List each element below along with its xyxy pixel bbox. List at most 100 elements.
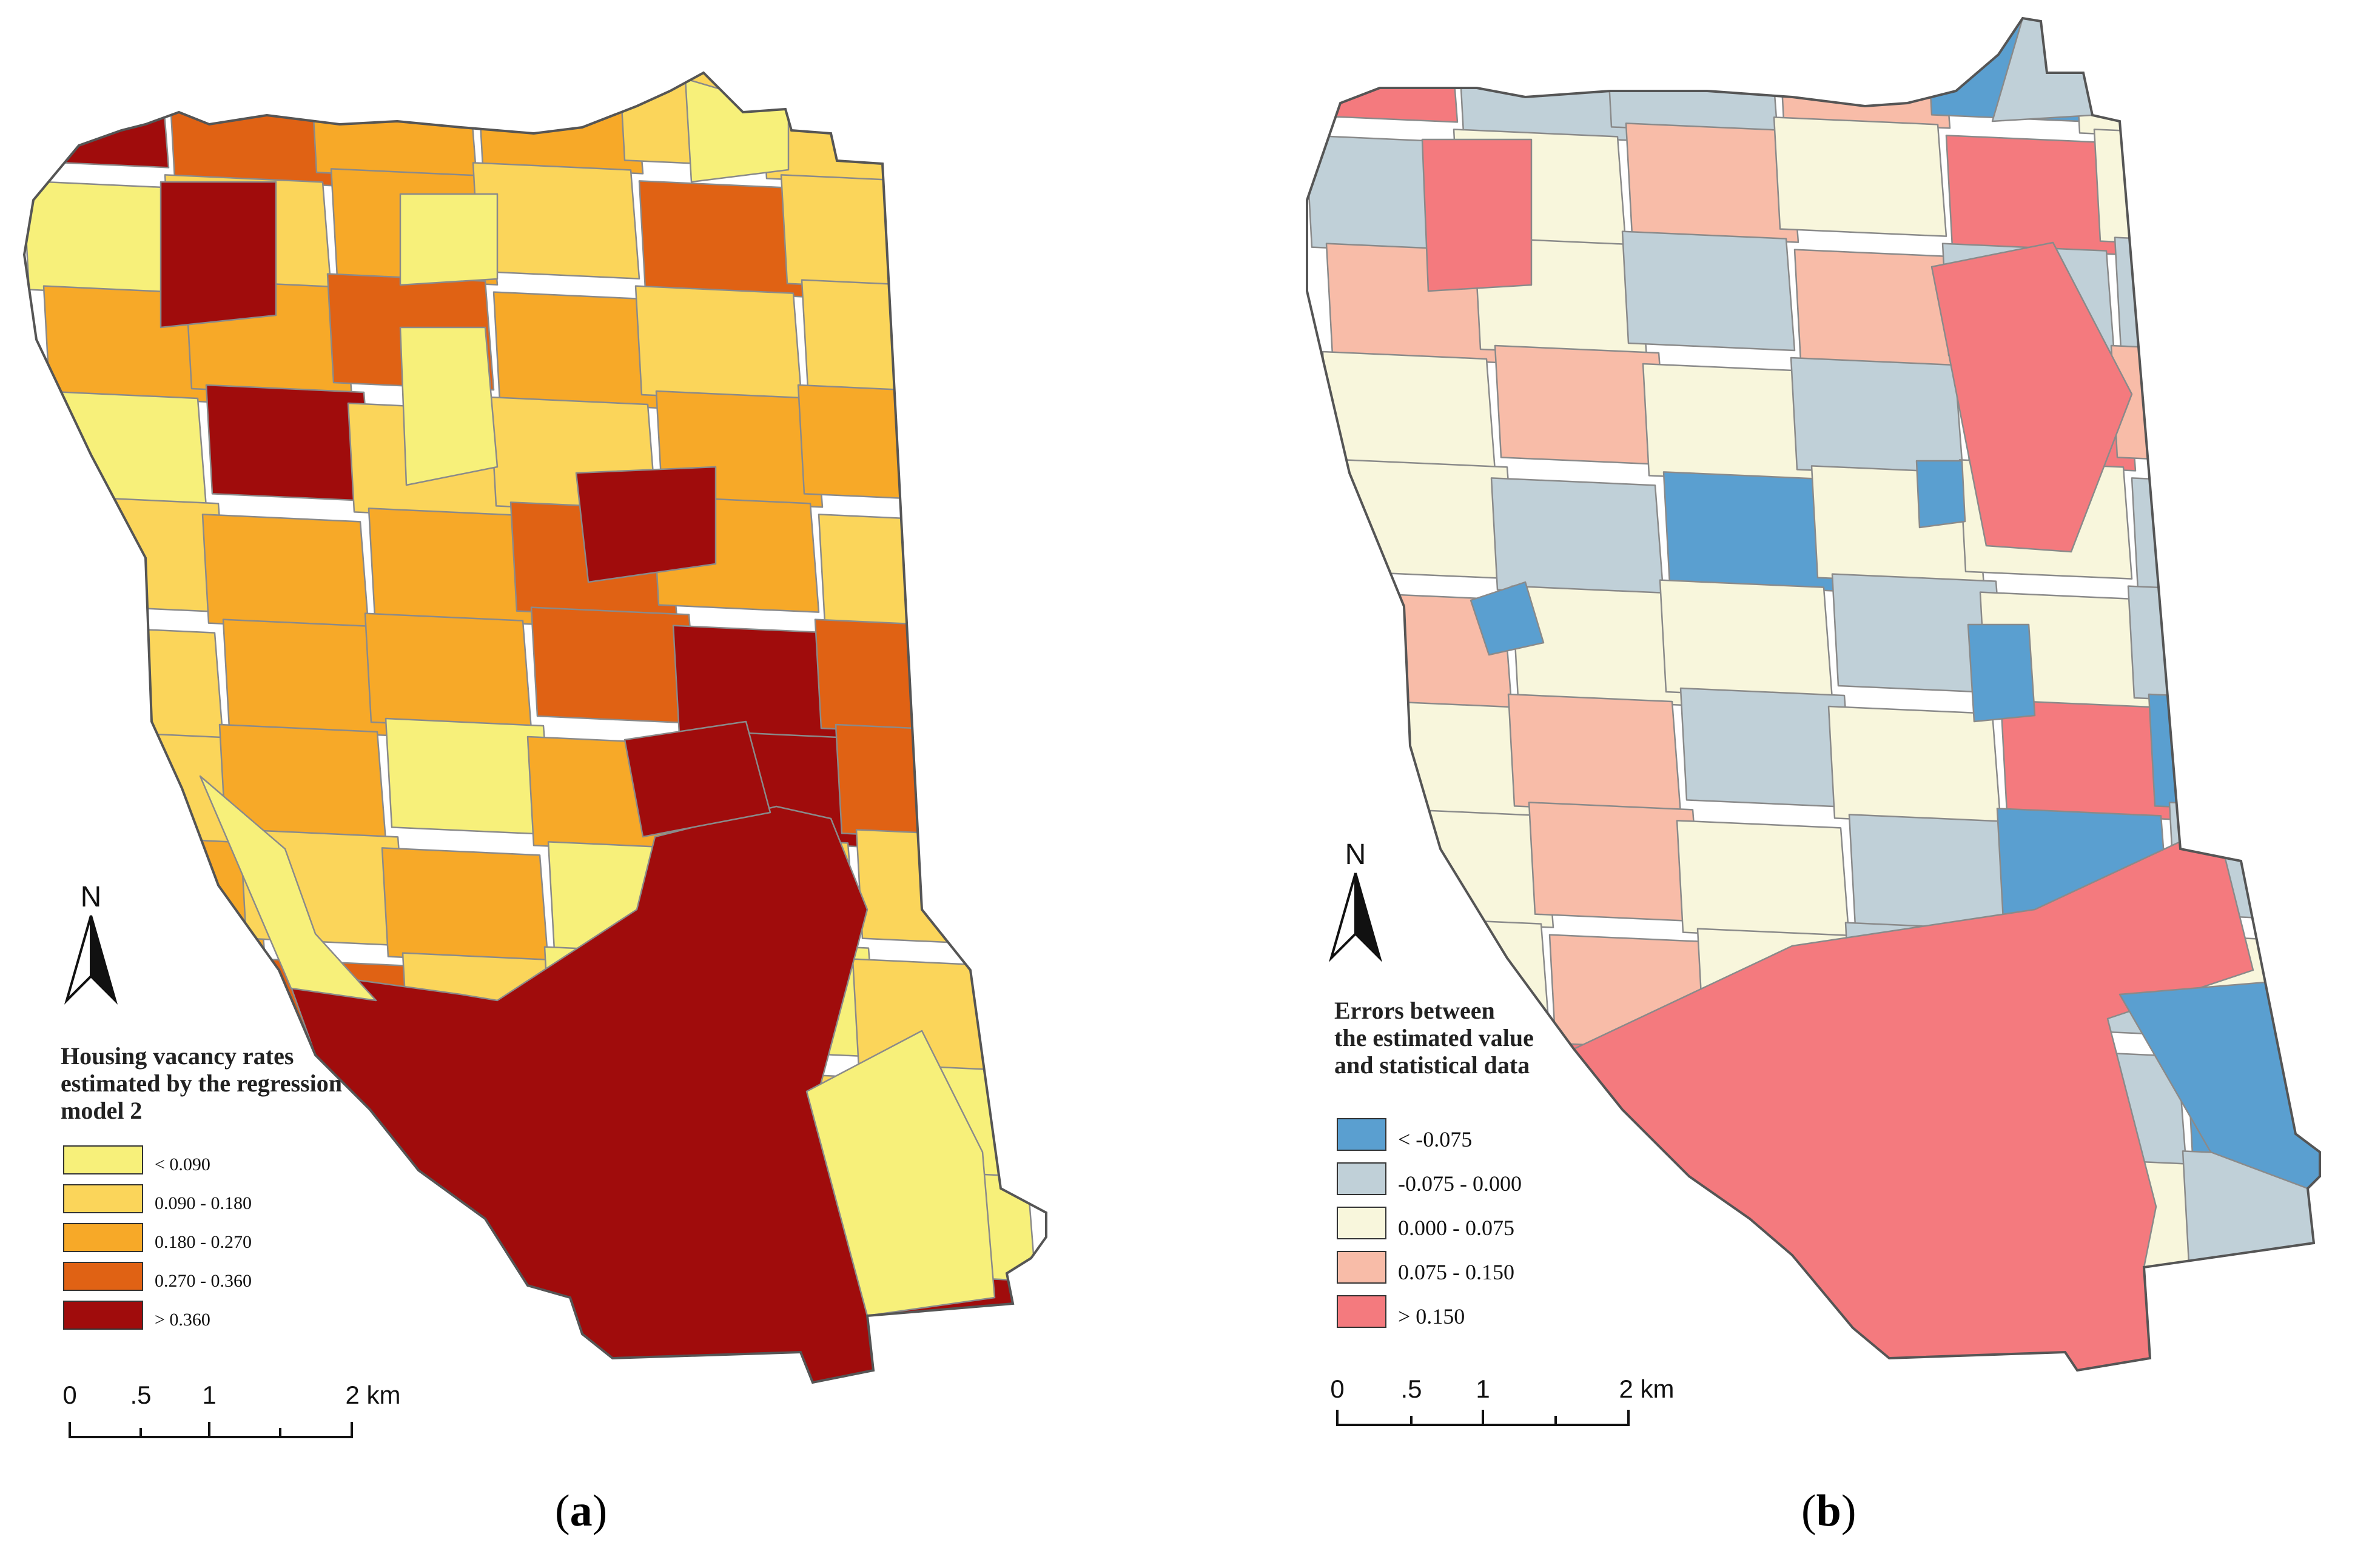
tract [1945,135,2120,255]
legend-swatch [1337,1295,1386,1328]
north-label: N [1345,839,1366,871]
tract [797,384,966,502]
tract [672,625,841,743]
scale-bar: 0 .5 1 2 km [1330,1375,1675,1426]
tract [814,618,983,737]
legend-title-line-1: Errors between [1334,997,1495,1024]
tract [2148,693,2320,814]
tract [399,193,499,286]
panel-b-error-map: N Errors between the estimated value and… [1186,0,2371,1568]
panel-a-vacancy-map: N Housing vacancy rates estimated by the… [22,71,1047,1536]
tract [801,279,969,397]
scale-tick-0: 0 [62,1381,76,1409]
north-arrow-icon: N [1328,839,1383,962]
scale-bar: 0 .5 1 2 km [62,1381,401,1438]
tract [368,508,536,625]
tract [2202,1258,2320,1370]
north-arrow-icon: N [64,881,118,1005]
tract [364,612,533,731]
legend-swatch [63,1145,143,1174]
tract [1827,705,2002,826]
tract [93,940,262,1058]
tract [1421,138,1533,292]
legend-title-line-2: the estimated value [1334,1024,1534,1051]
tract [1307,18,1459,123]
legend-title-line-1: Housing vacancy rates [61,1042,294,1070]
legend-title-line-3: model 2 [61,1097,142,1124]
legend-label: < -0.075 [1398,1127,1472,1151]
legend: Errors between the estimated value and s… [1334,997,1534,1328]
tract [1915,460,1966,529]
legend-label: -0.075 - 0.000 [1398,1171,1522,1196]
tract [1322,350,1496,472]
tract [131,1279,300,1382]
caption-a: (a) [555,1486,608,1536]
tract [780,174,949,292]
tract [1659,579,1833,700]
legend-items: < -0.075 -0.075 - 0.000 0.000 - 0.075 0.075… [1337,1118,1522,1328]
error-map: N Errors between the estimated value and… [1306,16,2321,1426]
tract [1507,693,1682,814]
tract [222,618,391,737]
scale-tick-2km: 2 km [345,1381,400,1409]
legend-title-line-3: and statistical data [1334,1051,1530,1079]
tract [2000,699,2174,820]
tract [2127,585,2302,706]
tract [273,1273,442,1382]
tract [1676,820,1850,940]
tract [56,625,224,743]
tract [1511,585,1685,706]
scale-tick-2km: 2 km [1619,1375,1674,1403]
tract [1528,802,1702,922]
legend-label: > 0.360 [155,1310,210,1330]
scale-tick-0: 0 [1330,1375,1344,1403]
tract [76,729,245,848]
tract [855,829,1024,946]
vacancy-rate-map: N Housing vacancy rates estimated by the… [22,71,1047,1438]
legend-swatch [63,1184,143,1213]
tract [1773,116,1947,237]
tract [2072,20,2247,141]
tract [160,181,277,329]
tract [2093,129,2268,249]
legend-label: < 0.090 [155,1154,210,1174]
tract [623,720,771,838]
legend-swatch [1337,1118,1386,1151]
tract [575,466,717,583]
tract [638,180,807,298]
tract [205,384,374,502]
scale-tick-half: .5 [1400,1375,1422,1403]
tract [2114,236,2288,358]
tract [199,775,377,1002]
tract [805,1030,996,1317]
caption-b: (b) [1801,1486,1856,1536]
tract [634,285,803,403]
legend-label: 0.270 - 0.360 [155,1271,252,1291]
legend-items: < 0.090 0.090 - 0.180 0.180 - 0.270 0.270 -… [63,1145,252,1330]
tract [2110,344,2285,466]
legend-swatch [63,1262,143,1291]
legend-swatch [1337,1251,1386,1284]
tract [1642,363,1816,484]
tract [1562,1258,1736,1370]
tract [1380,808,1554,928]
north-label: N [81,881,102,913]
tract [381,847,549,965]
tract [530,606,699,725]
legend-swatch [63,1223,143,1252]
legend-label: 0.090 - 0.180 [155,1193,252,1213]
legend-title-line-2: estimated by the regression [61,1070,342,1097]
legend: Housing vacancy rates estimated by the r… [61,1042,342,1330]
tract [1456,20,1631,141]
tract [1679,687,1854,808]
tract [475,73,644,175]
tract [835,723,1003,842]
tract [167,73,336,187]
tract [24,73,170,169]
tract [385,717,553,836]
tract [684,78,790,183]
tract [1776,18,1951,129]
tract [1662,471,1837,592]
legend-label: > 0.150 [1398,1304,1465,1328]
legend-label: 0.075 - 0.150 [1398,1260,1514,1284]
